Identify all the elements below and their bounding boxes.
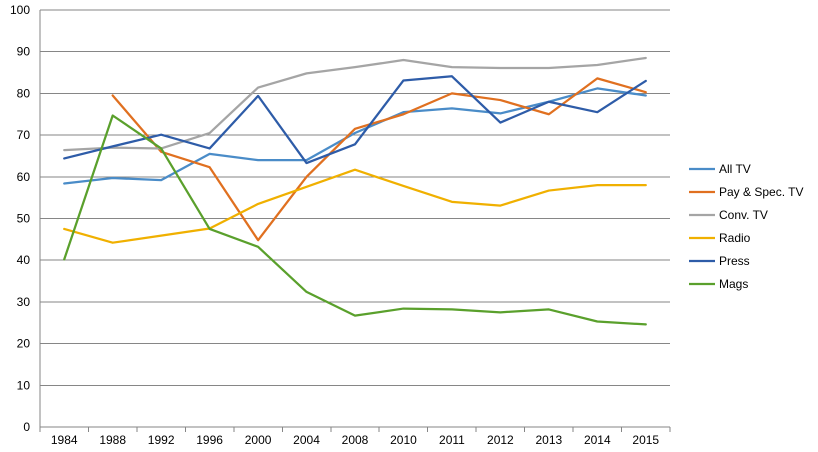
y-tick-label: 40 [17, 253, 31, 267]
x-axis [39, 10, 671, 432]
legend-label-mags: Mags [719, 277, 748, 291]
y-tick-label: 70 [17, 128, 31, 142]
series-line-mags [63, 114, 647, 326]
x-axis-tick-labels: 1984 1988 1992 1996 2000 2004 2008 2010 2011 2012… [51, 433, 660, 447]
legend-label-radio: Radio [719, 231, 751, 245]
series-line-radio [63, 168, 647, 244]
x-tick-label: 2000 [245, 433, 272, 447]
x-tick-label: 1992 [148, 433, 175, 447]
legend: All TV Pay & Spec. TV Conv. TV Radio Press Ma… [689, 162, 804, 291]
x-tick-label: 2012 [487, 433, 514, 447]
y-tick-label: 30 [17, 295, 31, 309]
y-tick-label: 0 [23, 420, 30, 434]
y-tick-label: 20 [17, 337, 31, 351]
y-tick-label: 10 [17, 378, 31, 392]
x-tick-label: 2010 [390, 433, 417, 447]
x-tick-label: 1996 [196, 433, 223, 447]
series-lines [63, 56, 647, 326]
series-line-press [63, 75, 647, 165]
x-tick-label: 2004 [293, 433, 320, 447]
y-tick-label: 50 [17, 212, 31, 226]
x-tick-label: 1984 [51, 433, 78, 447]
x-tick-label: 2011 [439, 433, 465, 447]
x-tick-label: 1988 [99, 433, 126, 447]
y-tick-label: 80 [17, 86, 31, 100]
series-line-pay-spec-tv [111, 77, 647, 242]
legend-label-conv-tv: Conv. TV [719, 208, 768, 222]
gridlines [40, 9, 670, 428]
y-tick-label: 60 [17, 170, 31, 184]
legend-label-press: Press [719, 254, 750, 268]
x-tick-label: 2008 [342, 433, 369, 447]
y-axis-tick-labels: 0 10 20 30 40 50 60 70 80 90 100 [10, 3, 30, 434]
legend-label-pay-spec-tv: Pay & Spec. TV [719, 185, 804, 199]
legend-label-all-tv: All TV [719, 162, 751, 176]
x-tick-label: 2013 [535, 433, 562, 447]
y-tick-label: 100 [10, 3, 30, 17]
y-tick-label: 90 [17, 45, 31, 59]
x-tick-label: 2015 [632, 433, 659, 447]
x-tick-label: 2014 [584, 433, 611, 447]
